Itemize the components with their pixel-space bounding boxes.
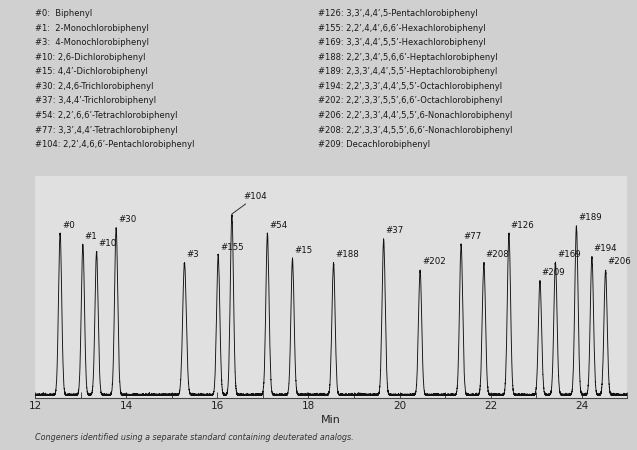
Text: #77: #77 [463,232,481,241]
Text: #169: 3,3’,4,4’,5,5’-Hexachlorobiphenyl: #169: 3,3’,4,4’,5,5’-Hexachlorobiphenyl [318,38,486,47]
Text: #0: #0 [62,220,75,230]
Text: #30: 2,4,6-Trichlorobiphenyl: #30: 2,4,6-Trichlorobiphenyl [35,82,154,91]
Text: #155: #155 [220,243,244,252]
Text: #104: 2,2’,4,6,6’-Pentachlorobiphenyl: #104: 2,2’,4,6,6’-Pentachlorobiphenyl [35,140,194,149]
Text: #155: 2,2’,4,4’,6,6’-Hexachlorobiphenyl: #155: 2,2’,4,4’,6,6’-Hexachlorobiphenyl [318,23,486,32]
Text: #194: #194 [594,244,617,253]
Text: #208: 2,2’,3,3’,4,5,5’,6,6’-Nonachlorobiphenyl: #208: 2,2’,3,3’,4,5,5’,6,6’-Nonachlorobi… [318,126,513,135]
Text: #209: #209 [542,268,566,277]
Text: #15: 4,4’-Dichlorobiphenyl: #15: 4,4’-Dichlorobiphenyl [35,68,148,76]
Text: #202: #202 [422,257,446,266]
X-axis label: Min: Min [321,415,341,425]
Text: #194: 2,2’,3,3’,4,4’,5,5’-Octachlorobiphenyl: #194: 2,2’,3,3’,4,4’,5,5’-Octachlorobiph… [318,82,503,91]
Text: #189: 2,3,3’,4,4’,5,5’-Heptachlorobiphenyl: #189: 2,3,3’,4,4’,5,5’-Heptachlorobiphen… [318,68,498,76]
Text: #206: #206 [608,257,631,266]
Text: #206: 2,2’,3,3’,4,4’,5,5’,6-Nonachlorobiphenyl: #206: 2,2’,3,3’,4,4’,5,5’,6-Nonachlorobi… [318,111,513,120]
Text: #1:  2-Monochlorobiphenyl: #1: 2-Monochlorobiphenyl [35,23,149,32]
Text: #126: 3,3’,4,4’,5-Pentachlorobiphenyl: #126: 3,3’,4,4’,5-Pentachlorobiphenyl [318,9,478,18]
Text: #54: #54 [269,220,287,230]
Text: #202: 2,2’,3,3’,5,5’,6,6’-Octachlorobiphenyl: #202: 2,2’,3,3’,5,5’,6,6’-Octachlorobiph… [318,96,503,105]
Text: #10: #10 [98,239,117,248]
Text: #37: 3,4,4’-Trichlorobiphenyl: #37: 3,4,4’-Trichlorobiphenyl [35,96,156,105]
Text: #188: #188 [335,250,359,259]
Text: #169: #169 [557,250,581,259]
Text: #188: 2,2’,3,4’,5,6,6’-Heptachlorobiphenyl: #188: 2,2’,3,4’,5,6,6’-Heptachlorobiphen… [318,53,498,62]
Text: #10: 2,6-Dichlorobiphenyl: #10: 2,6-Dichlorobiphenyl [35,53,145,62]
Text: #15: #15 [294,246,313,255]
Text: #126: #126 [511,220,534,230]
Text: #208: #208 [486,250,510,259]
Text: Congeners identified using a separate standard containing deuterated analogs.: Congeners identified using a separate st… [35,433,354,442]
Text: #189: #189 [578,213,602,222]
Text: #3: #3 [187,250,199,259]
Text: #37: #37 [385,226,404,235]
Text: #209: Decachlorobiphenyl: #209: Decachlorobiphenyl [318,140,431,149]
Text: #54: 2,2’,6,6’-Tetrachlorobiphenyl: #54: 2,2’,6,6’-Tetrachlorobiphenyl [35,111,178,120]
Text: #104: #104 [232,192,268,214]
Text: #1: #1 [85,232,97,241]
Text: #30: #30 [118,215,136,224]
Text: #3:  4-Monochlorobiphenyl: #3: 4-Monochlorobiphenyl [35,38,149,47]
Text: #77: 3,3’,4,4’-Tetrachlorobiphenyl: #77: 3,3’,4,4’-Tetrachlorobiphenyl [35,126,178,135]
Text: #0:  Biphenyl: #0: Biphenyl [35,9,92,18]
